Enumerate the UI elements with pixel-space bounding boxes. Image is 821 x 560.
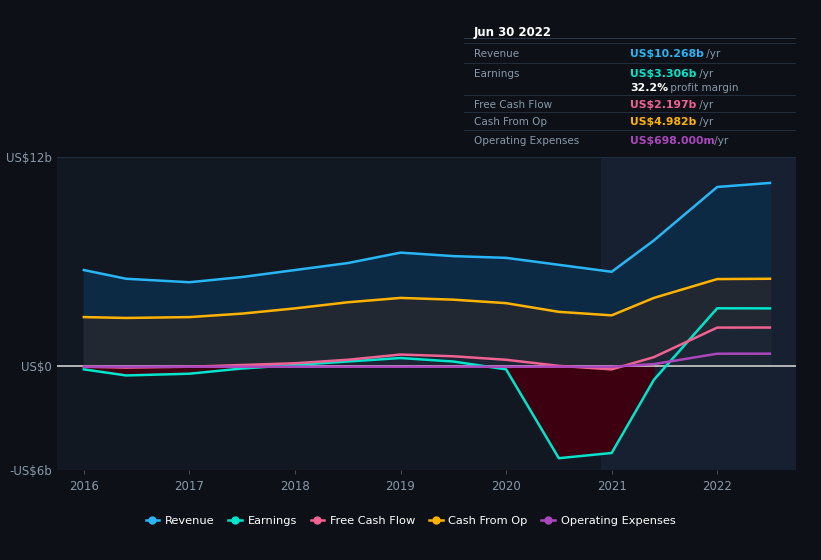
Text: Free Cash Flow: Free Cash Flow bbox=[474, 100, 552, 110]
Text: US$2.197b: US$2.197b bbox=[631, 100, 696, 110]
Text: profit margin: profit margin bbox=[667, 83, 738, 94]
Text: /yr: /yr bbox=[696, 68, 713, 78]
Text: Operating Expenses: Operating Expenses bbox=[474, 136, 579, 146]
Text: 32.2%: 32.2% bbox=[631, 83, 668, 94]
Text: Revenue: Revenue bbox=[474, 49, 519, 59]
Text: US$3.306b: US$3.306b bbox=[631, 68, 696, 78]
Text: Earnings: Earnings bbox=[474, 68, 520, 78]
Text: US$698.000m: US$698.000m bbox=[631, 136, 715, 146]
Text: US$10.268b: US$10.268b bbox=[631, 49, 704, 59]
Text: Cash From Op: Cash From Op bbox=[474, 117, 547, 127]
Text: /yr: /yr bbox=[696, 100, 713, 110]
Text: /yr: /yr bbox=[696, 117, 713, 127]
Bar bbox=[601, 157, 796, 470]
Text: /yr: /yr bbox=[711, 136, 728, 146]
Legend: Revenue, Earnings, Free Cash Flow, Cash From Op, Operating Expenses: Revenue, Earnings, Free Cash Flow, Cash … bbox=[141, 511, 680, 530]
Text: Jun 30 2022: Jun 30 2022 bbox=[474, 26, 552, 39]
Text: /yr: /yr bbox=[704, 49, 721, 59]
Text: US$4.982b: US$4.982b bbox=[631, 117, 696, 127]
